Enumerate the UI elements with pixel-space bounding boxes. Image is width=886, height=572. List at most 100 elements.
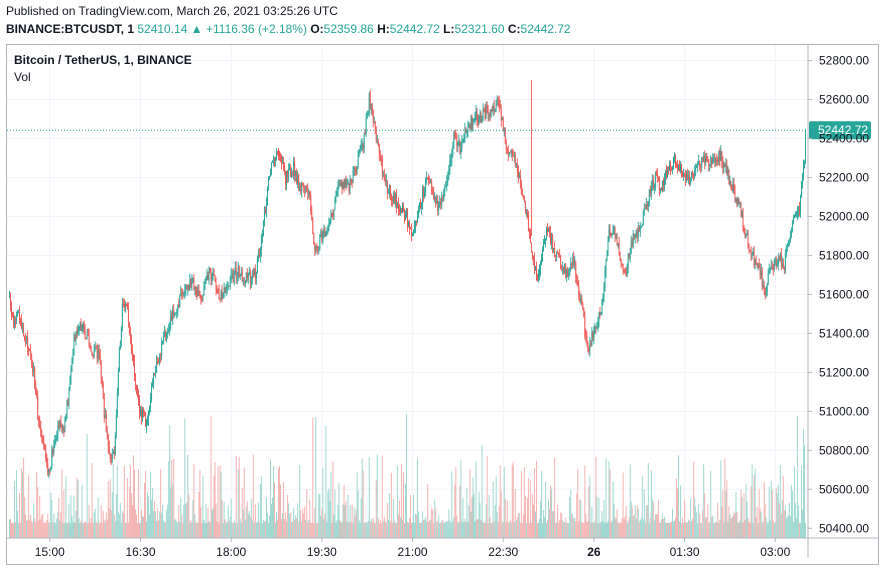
candle-body: [798, 208, 800, 213]
volume-bar: [591, 506, 593, 538]
candle-body: [789, 235, 791, 241]
candle-body: [527, 215, 529, 230]
volume-bar: [515, 520, 517, 538]
volume-bar: [154, 501, 156, 538]
candle-body: [248, 271, 250, 274]
candle-body: [13, 316, 14, 324]
volume-bar: [612, 481, 614, 538]
candle-body: [180, 291, 182, 297]
candle-body: [763, 285, 765, 290]
candle-body: [200, 296, 202, 300]
candle-body: [775, 260, 777, 267]
candle-body: [609, 229, 611, 235]
volume-bar: [57, 512, 59, 538]
candle-body: [39, 421, 41, 427]
volume-bar: [653, 520, 655, 538]
candle-body: [182, 293, 184, 295]
candle-body: [179, 296, 181, 307]
volume-bar: [593, 522, 595, 538]
volume-bar: [331, 523, 333, 538]
candle-body: [199, 292, 201, 297]
y-tick-label: 51400.00: [819, 326, 869, 340]
volume-bar: [434, 499, 436, 538]
volume-bar: [354, 516, 356, 538]
volume-bar: [179, 521, 181, 538]
volume-bar: [43, 522, 45, 538]
candle-body: [99, 354, 101, 364]
candle-body: [215, 279, 217, 290]
volume-bar: [193, 463, 195, 538]
candle-body: [663, 178, 665, 186]
candle-body: [588, 349, 590, 351]
volume-bar: [567, 523, 569, 538]
volume-bar: [226, 522, 228, 538]
candle-body: [122, 303, 124, 305]
x-tick-label: 15:00: [35, 545, 65, 559]
volume-bar: [794, 503, 796, 538]
y-tick-label: 52600.00: [819, 93, 869, 107]
volume-bar: [661, 513, 663, 538]
candle-body: [192, 278, 194, 281]
volume-bar: [77, 480, 79, 538]
candle-body: [773, 261, 775, 270]
volume-bar: [398, 500, 400, 538]
chart-pane[interactable]: [6, 44, 879, 565]
candle-body: [102, 383, 104, 396]
candle-body: [197, 290, 199, 295]
candle-body: [446, 181, 448, 187]
candle-body: [388, 185, 390, 194]
volume-bar: [730, 518, 732, 538]
candle-body: [771, 265, 773, 267]
close-label: C:: [507, 22, 521, 36]
volume-bar: [778, 503, 780, 538]
candle-body: [293, 161, 295, 175]
volume-bar: [618, 521, 620, 538]
change-arrow-icon: ▲: [190, 22, 203, 36]
volume-bar: [337, 505, 339, 538]
candle-body: [404, 211, 405, 221]
candle-body: [104, 414, 106, 418]
candle-body: [675, 154, 676, 165]
candle-body: [193, 278, 195, 289]
candle-body: [34, 368, 36, 387]
candle-body: [656, 174, 658, 179]
candle-body: [373, 122, 375, 123]
candle-body: [309, 192, 311, 197]
candle-body: [97, 349, 99, 359]
volume-bar: [39, 495, 41, 538]
candle-body: [661, 181, 663, 191]
volume-bar: [723, 522, 725, 538]
candle-body: [20, 319, 22, 321]
volume-bar: [138, 523, 140, 538]
volume-bar: [10, 518, 12, 538]
volume-bar: [379, 519, 381, 538]
volume-bar: [775, 487, 777, 538]
candle-body: [297, 175, 299, 183]
candle-body: [196, 293, 198, 295]
candle-body: [586, 335, 588, 344]
candle-body: [642, 212, 644, 224]
candle-body: [236, 274, 238, 278]
candle-body: [596, 327, 598, 329]
candle-body: [751, 254, 753, 255]
candle-body: [607, 241, 609, 254]
candle-body: [578, 286, 580, 297]
candle-body: [704, 155, 706, 164]
candle-body: [617, 243, 619, 245]
volume-bar: [581, 521, 583, 538]
volume-bar: [131, 504, 133, 538]
candle-body: [181, 291, 183, 294]
candle-body: [505, 142, 507, 149]
candle-body: [583, 308, 585, 318]
volume-bar: [90, 518, 92, 538]
candle-body: [550, 232, 552, 243]
candle-body: [770, 265, 772, 269]
volume-bar: [491, 523, 493, 538]
candle-body: [316, 245, 318, 247]
candle-body: [405, 214, 406, 221]
volume-bar: [185, 504, 187, 538]
candle-body: [451, 154, 453, 160]
volume-legend[interactable]: Vol: [14, 70, 31, 84]
candle-body: [730, 181, 732, 188]
